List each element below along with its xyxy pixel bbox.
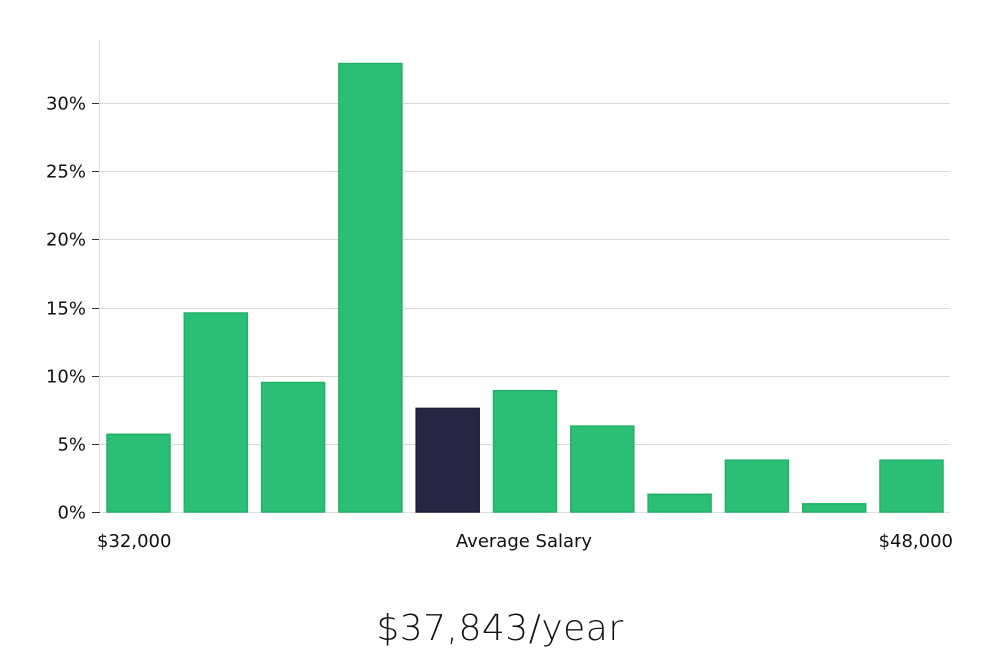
bar — [106, 433, 171, 513]
bar — [570, 425, 635, 513]
y-tick-label: 15% — [46, 299, 86, 320]
bar — [879, 459, 944, 513]
bar — [801, 503, 867, 513]
y-axis-ticks: 0% 5% 10% 15% 20% 25% 30% — [46, 94, 100, 524]
y-tick-label: 10% — [46, 367, 86, 388]
average-salary-value: $37,843/year — [376, 608, 624, 649]
bar — [724, 459, 790, 513]
bar — [492, 389, 558, 513]
x-label-max: $48,000 — [879, 531, 953, 552]
y-tick-label: 30% — [46, 94, 86, 115]
bars — [106, 62, 944, 513]
y-tick-label: 0% — [57, 503, 86, 524]
x-label-center: Average Salary — [456, 531, 593, 552]
bar — [338, 62, 403, 513]
bar — [183, 312, 249, 513]
y-tick-label: 25% — [46, 162, 86, 183]
y-tick-label: 20% — [46, 230, 86, 251]
y-tick-label: 5% — [57, 435, 86, 456]
x-label-min: $32,000 — [97, 531, 171, 552]
bar — [260, 381, 326, 513]
bar — [647, 493, 712, 513]
bar-average-salary — [415, 407, 480, 513]
salary-distribution-chart: 0% 5% 10% 15% 20% 25% 30% $32,000 Average Sala… — [46, 40, 953, 552]
